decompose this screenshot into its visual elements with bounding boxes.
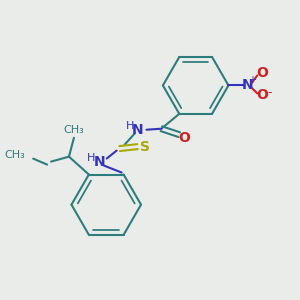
Text: N: N [132, 123, 143, 137]
Text: CH₃: CH₃ [4, 150, 25, 160]
Text: O: O [178, 131, 190, 145]
Text: -: - [267, 86, 272, 99]
Text: +: + [248, 75, 256, 85]
Text: N: N [242, 78, 253, 92]
Text: H: H [125, 121, 134, 131]
Text: N: N [94, 155, 106, 170]
Text: O: O [256, 88, 268, 102]
Text: O: O [256, 67, 268, 80]
Text: CH₃: CH₃ [64, 125, 84, 135]
Text: S: S [140, 140, 151, 154]
Text: H: H [87, 152, 95, 163]
